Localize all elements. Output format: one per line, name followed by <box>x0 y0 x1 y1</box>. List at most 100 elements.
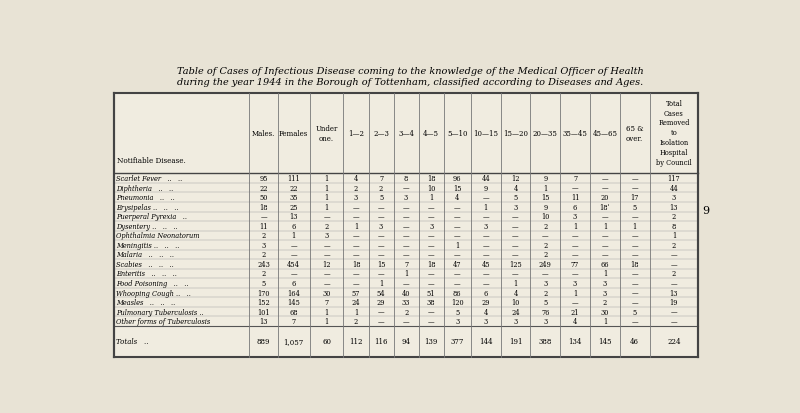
Text: 2: 2 <box>543 251 547 259</box>
Text: 5: 5 <box>262 279 266 287</box>
Text: —: — <box>290 241 297 249</box>
Text: —: — <box>631 213 638 221</box>
Text: —: — <box>512 232 518 240</box>
Text: 1: 1 <box>602 270 607 278</box>
Text: —: — <box>454 251 461 259</box>
Text: 15: 15 <box>453 184 462 192</box>
Text: 38: 38 <box>427 298 435 306</box>
Text: 3: 3 <box>514 317 518 325</box>
Text: Table of Cases of Infectious Disease coming to the knowledge of the Medical Offi: Table of Cases of Infectious Disease com… <box>177 66 643 76</box>
Text: 2: 2 <box>672 241 676 249</box>
Text: 2: 2 <box>325 222 329 230</box>
Text: Notifiable Disease.: Notifiable Disease. <box>117 157 186 165</box>
Text: 4: 4 <box>483 308 488 316</box>
Text: 1: 1 <box>602 317 607 325</box>
Text: Other forms of Tuberculosis: Other forms of Tuberculosis <box>116 317 210 325</box>
Text: —: — <box>572 251 578 259</box>
Text: —: — <box>403 213 410 221</box>
Text: —: — <box>428 213 434 221</box>
Text: 13: 13 <box>259 317 268 325</box>
Text: 18: 18 <box>630 260 639 268</box>
Text: 29: 29 <box>482 298 490 306</box>
Text: 125: 125 <box>509 260 522 268</box>
Text: 4: 4 <box>573 317 578 325</box>
Text: 145: 145 <box>287 298 300 306</box>
Text: 7: 7 <box>325 298 329 306</box>
Text: 377: 377 <box>450 337 464 345</box>
Text: 18: 18 <box>427 175 435 183</box>
Text: —: — <box>428 279 434 287</box>
Text: 65 &
over.: 65 & over. <box>626 125 643 142</box>
Text: —: — <box>403 251 410 259</box>
Text: 1: 1 <box>325 317 329 325</box>
Text: —: — <box>602 232 608 240</box>
Text: 20—35: 20—35 <box>533 130 558 138</box>
Text: —: — <box>572 232 578 240</box>
Text: 5: 5 <box>379 194 383 202</box>
Text: 2: 2 <box>404 308 408 316</box>
Text: 2: 2 <box>543 241 547 249</box>
Text: —: — <box>428 308 434 316</box>
Text: 68: 68 <box>290 308 298 316</box>
Text: Diphtheria   ..   ..: Diphtheria .. .. <box>116 184 174 192</box>
Text: 15: 15 <box>541 194 550 202</box>
Text: Total
Cases
Removed
to
Isolation
Hospital
by Council: Total Cases Removed to Isolation Hospita… <box>656 100 692 166</box>
Text: 3: 3 <box>325 232 329 240</box>
Text: —: — <box>428 251 434 259</box>
Text: —: — <box>512 241 518 249</box>
Text: 44: 44 <box>670 184 678 192</box>
Text: —: — <box>572 270 578 278</box>
Text: —: — <box>482 194 489 202</box>
Text: 1: 1 <box>672 232 676 240</box>
Text: —: — <box>323 251 330 259</box>
Text: —: — <box>353 241 359 249</box>
Text: —: — <box>403 203 410 211</box>
Text: 164: 164 <box>287 289 300 297</box>
Text: 12: 12 <box>322 260 331 268</box>
Text: —: — <box>482 251 489 259</box>
Text: —: — <box>454 232 461 240</box>
Text: 9: 9 <box>483 184 488 192</box>
Text: —: — <box>631 298 638 306</box>
Text: 116: 116 <box>374 337 388 345</box>
Text: 2: 2 <box>543 222 547 230</box>
Text: 170: 170 <box>258 289 270 297</box>
Text: 3: 3 <box>354 194 358 202</box>
Text: 2: 2 <box>354 317 358 325</box>
Text: —: — <box>512 251 518 259</box>
Text: 4: 4 <box>514 184 518 192</box>
Text: —: — <box>454 279 461 287</box>
Text: Dysentery ..   ..   ..: Dysentery .. .. .. <box>116 222 178 230</box>
Text: 29: 29 <box>377 298 386 306</box>
Text: 243: 243 <box>257 260 270 268</box>
Text: 3: 3 <box>514 203 518 211</box>
Text: 8: 8 <box>404 175 408 183</box>
Text: —: — <box>403 184 410 192</box>
Text: 3: 3 <box>379 222 383 230</box>
Text: 2: 2 <box>672 270 676 278</box>
Text: 3: 3 <box>455 317 459 325</box>
Text: —: — <box>378 232 384 240</box>
Text: 1: 1 <box>455 241 459 249</box>
Text: 95: 95 <box>259 175 268 183</box>
Text: —: — <box>670 279 678 287</box>
Text: —: — <box>378 251 384 259</box>
Text: 249: 249 <box>539 260 552 268</box>
Text: —: — <box>631 270 638 278</box>
Text: —: — <box>482 270 489 278</box>
Text: 60: 60 <box>322 337 331 345</box>
Text: 50: 50 <box>259 194 268 202</box>
Text: 1: 1 <box>514 279 518 287</box>
Text: 4: 4 <box>514 289 518 297</box>
Text: 10—15: 10—15 <box>473 130 498 138</box>
Text: 25: 25 <box>290 203 298 211</box>
Text: —: — <box>403 241 410 249</box>
Text: 7: 7 <box>292 317 296 325</box>
Text: 33: 33 <box>402 298 410 306</box>
Text: —: — <box>428 270 434 278</box>
Text: —: — <box>378 270 384 278</box>
Text: 6: 6 <box>573 203 577 211</box>
Text: —: — <box>482 241 489 249</box>
Text: 18ʹ: 18ʹ <box>600 203 610 211</box>
Text: —: — <box>403 279 410 287</box>
